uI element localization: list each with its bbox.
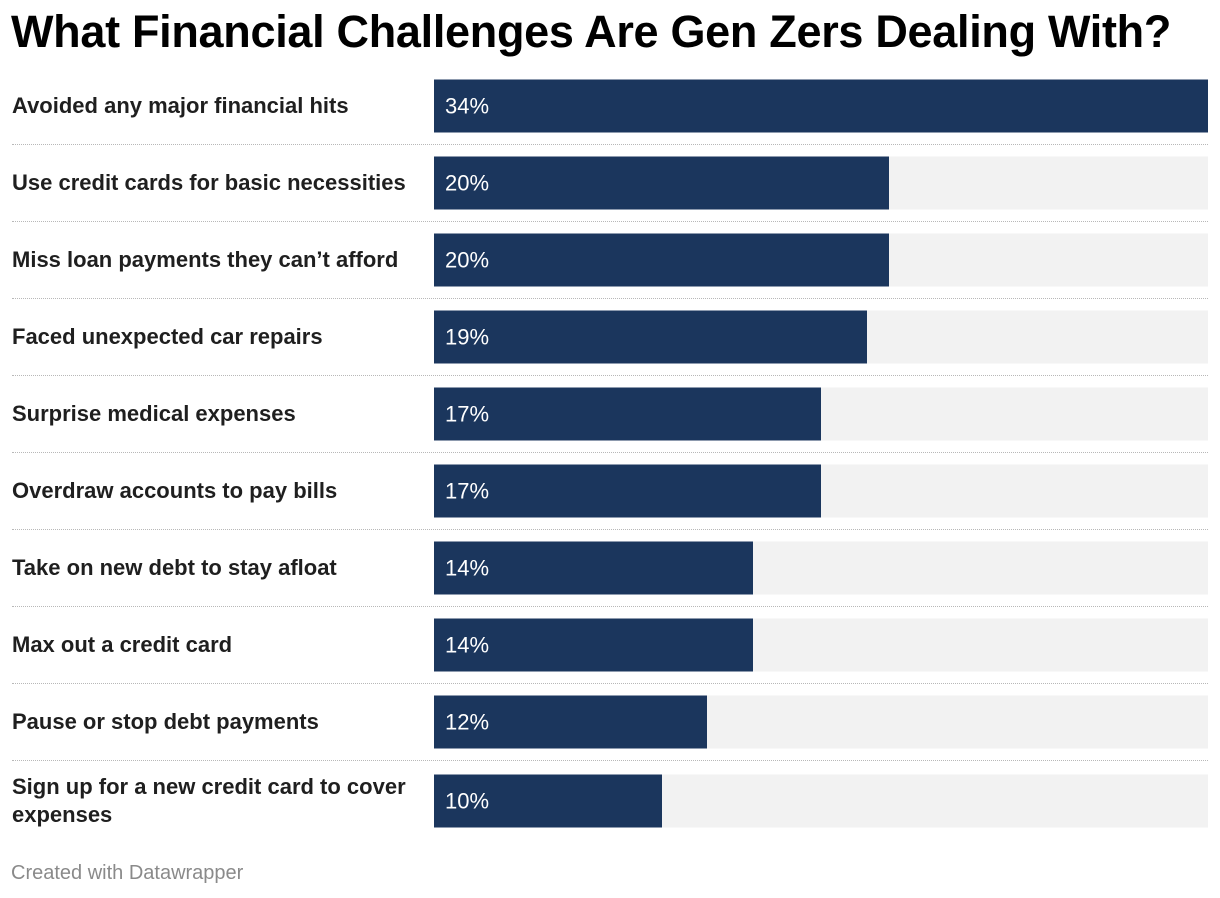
bar-row: Take on new debt to stay afloat 14% — [12, 529, 1208, 606]
value-label: 12% — [445, 709, 490, 734]
bar — [434, 233, 890, 287]
bar — [434, 387, 821, 441]
bar — [434, 695, 708, 749]
value-label: 10% — [445, 788, 490, 813]
value-label: 17% — [445, 478, 490, 503]
value-label: 14% — [445, 555, 490, 580]
category-label: Pause or stop debt payments — [12, 709, 319, 734]
footer-credit: Created with Datawrapper — [11, 862, 244, 884]
bar-row: Max out a credit card 14% — [12, 606, 1208, 683]
bar-track: 10% — [434, 774, 1208, 828]
bar-track: 17% — [434, 464, 1208, 518]
bar-track: 12% — [434, 695, 1208, 749]
bar — [434, 310, 867, 364]
bar-row: Pause or stop debt payments 12% — [12, 683, 1208, 760]
bar-track: 34% — [434, 79, 1208, 133]
category-label: Faced unexpected car repairs — [12, 324, 323, 349]
chart-title: What Financial Challenges Are Gen Zers D… — [11, 6, 1172, 57]
category-label: Surprise medical expenses — [12, 401, 296, 426]
category-label: Take on new debt to stay afloat — [12, 555, 337, 580]
category-label: Use credit cards for basic necessities — [12, 170, 406, 195]
value-label: 20% — [445, 247, 490, 272]
bar-track: 14% — [434, 541, 1208, 595]
category-label: Max out a credit card — [12, 632, 233, 657]
bar-row: Surprise medical expenses 17% — [12, 375, 1208, 452]
bar — [434, 464, 821, 518]
bar — [434, 79, 1208, 133]
value-label: 34% — [445, 93, 490, 118]
category-label: Sign up for a new credit card to cover e… — [12, 774, 406, 827]
category-label: Overdraw accounts to pay bills — [12, 478, 338, 503]
bar-track: 19% — [434, 310, 1208, 364]
value-label: 19% — [445, 324, 490, 349]
value-label: 17% — [445, 401, 490, 426]
bar-rows: Avoided any major financial hits 34% Use c… — [12, 68, 1208, 841]
bar — [434, 541, 753, 595]
bar-row: Overdraw accounts to pay bills 17% — [12, 452, 1208, 529]
bar — [434, 618, 753, 672]
bar-row: Miss loan payments they can’t afford 20% — [12, 221, 1208, 298]
bar-row: Avoided any major financial hits 34% — [12, 68, 1208, 144]
bar-track: 20% — [434, 233, 1208, 287]
bar-row: Faced unexpected car repairs 19% — [12, 298, 1208, 375]
bar-track: 20% — [434, 156, 1208, 210]
bar-row: Use credit cards for basic necessities 20… — [12, 144, 1208, 221]
bar — [434, 774, 662, 828]
bar-track: 14% — [434, 618, 1208, 672]
bar-row: Sign up for a new credit card to cover e… — [12, 760, 1208, 841]
value-label: 20% — [445, 170, 490, 195]
bar-track: 17% — [434, 387, 1208, 441]
category-label: Avoided any major financial hits — [12, 93, 349, 118]
value-label: 14% — [445, 632, 490, 657]
bar — [434, 156, 890, 210]
category-label: Miss loan payments they can’t afford — [12, 247, 399, 272]
